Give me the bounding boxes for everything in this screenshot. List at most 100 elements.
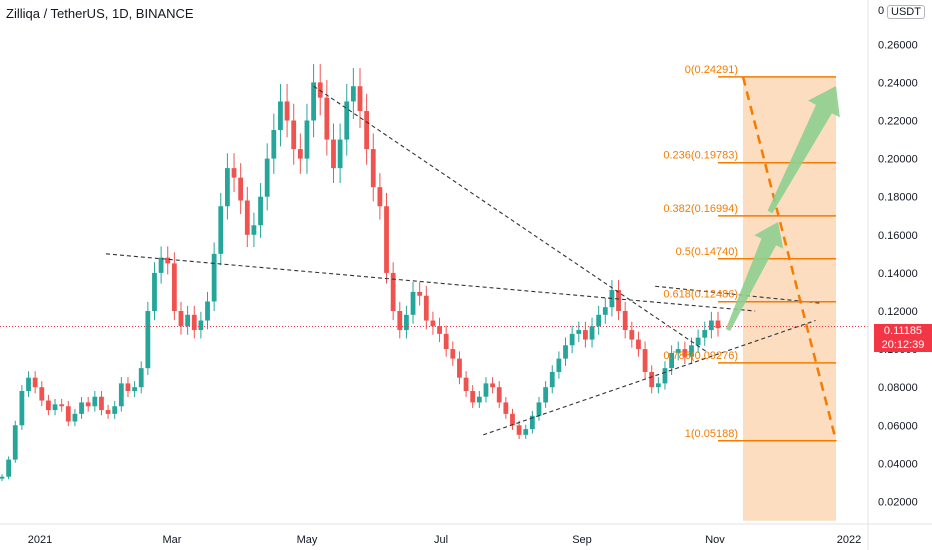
currency-selector[interactable]: USDT (887, 5, 925, 19)
candle-body (6, 459, 12, 477)
candle-body (132, 387, 137, 392)
last-price-label: 0.11185 20:12:39 (874, 324, 932, 352)
candle-body (669, 352, 674, 369)
trendline (313, 85, 709, 354)
candle-body (171, 263, 177, 311)
candle-body (238, 177, 244, 201)
candle-body (682, 349, 688, 357)
time-axis: 2021 Mar May Jul Sep Nov 2022 (28, 534, 861, 546)
candle-body (483, 383, 489, 397)
candle-body (622, 311, 628, 331)
candle-body (503, 402, 509, 414)
price-tick: 0.18000 (878, 192, 918, 204)
candle-body (708, 320, 714, 331)
projection-arrows (725, 86, 840, 332)
candle-body (271, 130, 277, 159)
candle-body (324, 97, 330, 140)
candle-body (32, 377, 38, 388)
candle-body (563, 345, 568, 359)
candle-body (529, 415, 535, 430)
candle-body (357, 86, 363, 111)
candle-body (523, 429, 529, 435)
projection-arrow (767, 86, 840, 214)
candle-body (258, 196, 263, 226)
fib-level-label: 0.618(0.12486) (663, 289, 738, 301)
price-tick: 0.08000 (878, 382, 918, 394)
candle-body (689, 345, 694, 357)
fib-retracement-zone (743, 76, 836, 521)
candle-body (397, 311, 403, 331)
candle-body (569, 333, 575, 346)
time-tick: 2022 (837, 534, 861, 546)
candle-body (589, 326, 595, 340)
candle-body (105, 410, 111, 414)
candle-body (198, 320, 204, 331)
candle-body (516, 425, 522, 435)
price-tick: 0.12000 (878, 306, 918, 318)
candle-body (496, 387, 502, 403)
last-price-value: 0.11185 (883, 325, 923, 337)
candle-body (46, 400, 51, 411)
candle-body (364, 110, 370, 150)
trendline (483, 320, 816, 436)
candle-body (145, 311, 151, 369)
candle-body (99, 396, 104, 411)
price-tick: 0.20000 (878, 154, 918, 166)
fib-level-label: 0.382(0.16994) (663, 203, 738, 215)
time-tick: 2021 (28, 534, 52, 546)
candle-body (152, 272, 157, 311)
candle-body (244, 200, 250, 235)
time-tick: Nov (705, 534, 725, 546)
candle-body (695, 337, 701, 346)
candle-body (138, 368, 144, 388)
candle-body (437, 326, 442, 334)
candle-body (423, 295, 429, 321)
candle-body (463, 377, 469, 392)
candle-body (649, 371, 655, 388)
price-tick: 0.16000 (878, 230, 918, 242)
candle-body (191, 314, 197, 331)
candle-body (344, 101, 350, 140)
candle-body (350, 86, 356, 102)
candles (0, 64, 721, 482)
projection-arrow (725, 222, 784, 332)
candle-body (549, 371, 555, 388)
candle-body (39, 387, 45, 401)
time-tick: May (297, 534, 318, 546)
candle-body (165, 257, 171, 264)
candle-body (490, 383, 495, 388)
candle-body (125, 383, 131, 392)
candle-body (92, 396, 98, 407)
candle-body (205, 301, 210, 321)
price-tick: 0.06000 (878, 420, 918, 432)
chart-title: Zilliqa / TetherUS, 1D, BINANCE (6, 6, 194, 21)
price-tick: 0.22000 (878, 116, 918, 128)
candle-body (297, 149, 303, 159)
price-tick: 0.24000 (878, 77, 918, 89)
candle-body (602, 307, 608, 315)
candle-body (79, 402, 84, 414)
candle-body (211, 253, 217, 302)
candle-body (417, 291, 423, 296)
candle-body (583, 330, 588, 340)
trendlines (105, 85, 823, 436)
candle-body (384, 206, 389, 273)
candle-body (225, 168, 230, 207)
candle-body (26, 377, 31, 392)
candle-body (331, 139, 336, 169)
candle-body (52, 404, 58, 411)
fib-levels: 0(0.24291) 0.236(0.19783) 0.382(0.16994) 0.… (663, 64, 838, 442)
candle-body (337, 139, 343, 169)
candle-body (12, 425, 18, 460)
fib-trend-line (741, 76, 838, 442)
candle-body (278, 101, 283, 131)
price-tick: 0.04000 (878, 458, 918, 470)
time-tick: Sep (572, 534, 592, 546)
candle-body (0, 476, 5, 479)
price-axis: 0.020000.040000.060000.080000.100000.120… (878, 5, 918, 509)
candle-body (264, 158, 270, 197)
candle-body (510, 413, 515, 426)
candle-body (616, 290, 621, 311)
candle-body (596, 314, 602, 327)
